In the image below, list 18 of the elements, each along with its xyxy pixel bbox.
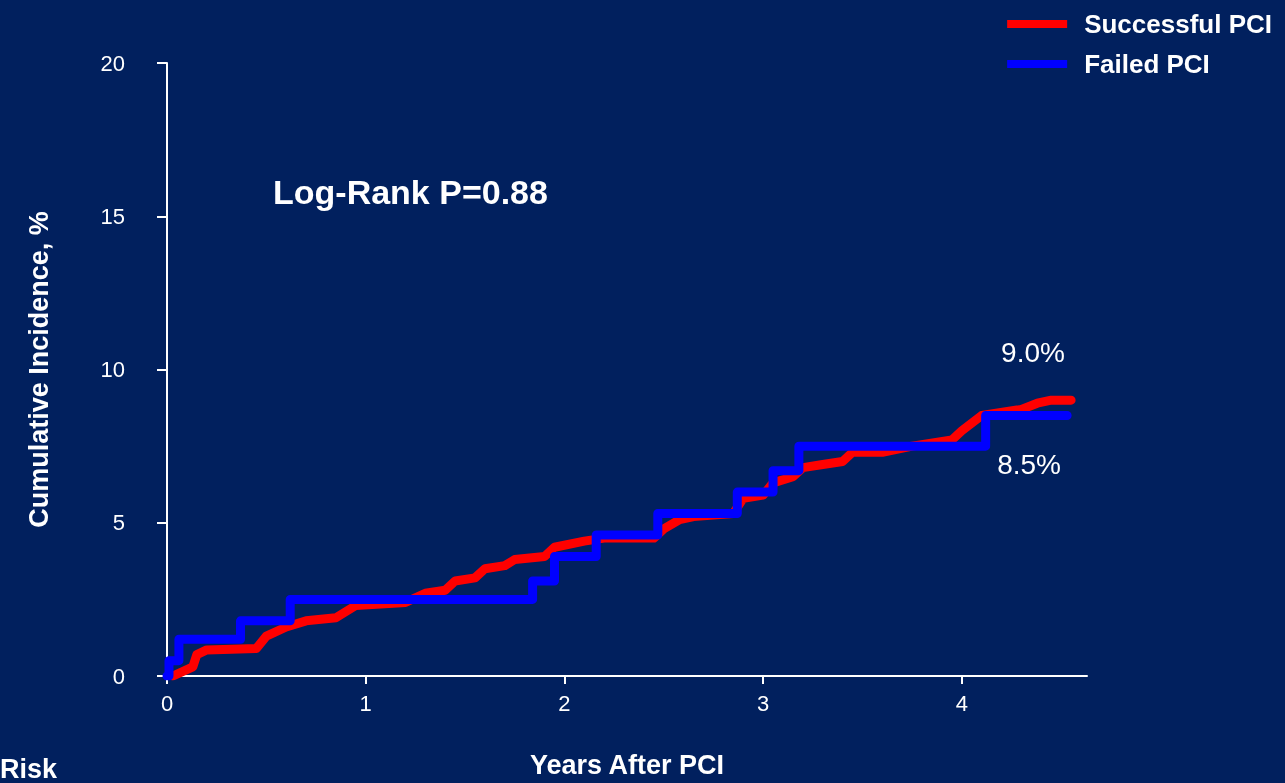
y-tick-label: 0 — [112, 663, 125, 689]
x-tick-label: 2 — [558, 690, 571, 716]
annotation: 9.0% — [1001, 336, 1065, 368]
x-tick-label: 0 — [160, 690, 174, 716]
y-tick-label: 5 — [112, 510, 125, 536]
legend-label: Failed PCI — [1084, 49, 1210, 79]
x-axis-title: Years After PCI — [529, 749, 725, 780]
y-tick-label: 10 — [100, 357, 125, 382]
x-tick-label: 4 — [955, 690, 968, 716]
text: Risk — [0, 753, 59, 783]
y-tick-label: 20 — [100, 50, 125, 76]
x-tick-label: 1 — [359, 690, 372, 716]
annotation: 8.5% — [997, 448, 1061, 480]
x-tick-label: 3 — [756, 690, 770, 716]
legend-label: Successful PCI — [1084, 9, 1273, 39]
y-tick-label: 15 — [100, 203, 125, 229]
annotation: Log-Rank P=0.88 — [273, 173, 548, 211]
y-axis-title: Cumulative Incidence, % — [23, 211, 54, 528]
